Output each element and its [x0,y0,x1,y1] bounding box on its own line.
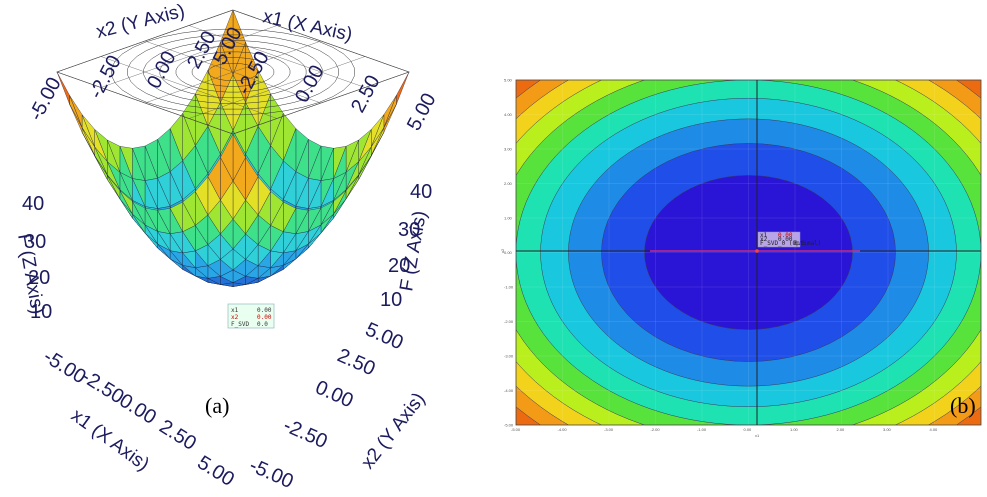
contour-grid [516,80,981,425]
contour-y-tick: -3.00 [504,354,514,359]
surface-z-tick-left-3: 40 [22,193,44,215]
surface-y-tick-back-1: -2.50 [85,52,126,103]
contour-y-tick: 5.00 [504,78,513,83]
surface-tooltip-key-0: x1 [231,307,239,314]
contour-tooltip-val-2: 0.0 [794,240,805,247]
surface-y-axis-label-front: x2 (Y Axis) [357,389,429,473]
surface-y-tick-front-4: 5.00 [362,318,407,354]
surface-facet [69,104,83,133]
contour-y-tick: 4.00 [504,112,513,117]
contour-y-tick: -2.00 [504,319,514,324]
surface-facet [131,200,146,225]
surface-tooltip-val-2: 0.0 [257,321,268,328]
surface-x-tick-back-1: 0.00 [291,62,329,107]
contour-y-tick: 2.00 [504,181,513,186]
contour-x-axis-label: x1 [755,433,760,438]
surface-panel: x1 0.00 x2 0.00 F_SVD 0.0 x2 (Y Axis) x1… [13,1,441,494]
surface-facet [195,176,209,215]
contour-y-tick: -1.00 [504,285,514,290]
surface-y-axis-label-back: x2 (Y Axis) [94,1,187,43]
surface-top-gridline [232,71,410,135]
surface-z-tick-right-3: 40 [410,181,432,203]
surface-tooltip-key-1: x2 [231,314,239,321]
surface-top-gridline [100,56,278,119]
contour-x-tick: -5.00 [511,427,521,432]
surface-top-gridline [56,71,234,135]
contour-tooltip-key-1: x2 [760,236,768,243]
surface-facet [182,191,196,226]
surface-z-tick-right-1: 20 [388,255,410,277]
surface-x-axis-label-back: x1 (X Axis) [261,6,354,45]
surface-tooltip-key-2: F_SVD [231,321,249,328]
surface-facet [157,208,171,234]
surface-facet [396,71,410,105]
contour-x-tick: 3.00 [883,427,892,432]
contour-x-tick: 2.00 [837,427,846,432]
surface-facet [107,175,121,199]
contour-x-tick: -2.00 [651,427,661,432]
contour-x-tick: 0.00 [744,427,753,432]
surface-facet [144,207,158,232]
surface-facet [220,133,234,181]
contour-x-tick: -1.00 [697,427,707,432]
contour-panel: -5.00 -4.00 -3.00 -2.00 -1.00 0.00 1.00 2.00 3.0… [500,78,982,438]
surface-facet [81,132,95,157]
surface-facet [119,190,133,215]
surface-tooltip: x1 0.00 x2 0.00 F_SVD 0.0 [227,303,275,329]
panel-label-b: (b) [950,393,976,418]
contour-y-tick: 3.00 [504,147,513,152]
surface-z-tick-left-0: 10 [30,301,52,323]
surface-tooltip-val-1: 0.00 [257,314,272,321]
contour-y-tick: 1.00 [504,216,513,221]
surface-y-tick-back-2: 0.00 [143,48,181,93]
contour-tooltip-val-1: 0.00 [778,236,793,243]
contour-ticks: -5.00 -4.00 -3.00 -2.00 -1.00 0.00 1.00 2.00 3.0… [504,78,938,433]
surface-z-tick-left-1: 20 [28,267,50,289]
contour-fills [516,80,981,425]
surface-top-gridline [188,56,366,119]
surface-tooltip-val-0: 0.00 [257,307,272,314]
surface-x-tick-front-3: 2.50 [155,416,200,455]
surface-z-tick-right-2: 30 [398,219,420,241]
surface-z-tick-right-0: 10 [380,289,402,311]
contour-y-tick: 0.00 [504,250,513,255]
contour-y-axis-label: x2 [500,248,505,253]
top-plane [56,9,410,135]
surface-y-tick-front-3: 2.50 [334,344,379,380]
contour-tooltip: x1 0.00 x2 0.00 F_SVD_0 (Optimal) 0.0 [757,231,821,248]
surface-y-tick-back-0: -5.00 [25,74,66,125]
contour-level-5 [644,175,853,330]
surface-facet [56,71,70,105]
contour-tooltip-key-0: x1 [760,232,768,239]
surface-top-gridline [144,40,322,104]
surface-facet [207,156,221,201]
contour-x-tick: 4.00 [930,427,939,432]
contour-x-tick: -4.00 [558,427,568,432]
contour-y-tick: -4.00 [504,388,514,393]
surface-y-tick-front-0: -5.00 [246,454,297,493]
panel-label-a: (a) [205,393,229,418]
surface-z-tick-left-2: 30 [24,231,46,253]
surface-y-tick-front-2: 0.00 [312,376,357,412]
surface-x-tick-back-2: 2.50 [347,72,385,117]
surface-facet [169,201,183,232]
contour-x-tick: 1.00 [790,427,799,432]
surface-facet [94,155,108,180]
surface-facet [345,175,359,199]
contour-optimum-point [755,249,759,253]
contour-y-tick: -5.00 [504,423,514,428]
contour-x-tick: -3.00 [604,427,614,432]
contour-tooltip-key-2: F_SVD_0 (Optimal) [760,240,821,247]
surface-x-tick-front-4: 5.00 [193,452,238,491]
contour-plot-frame [515,79,982,426]
surface-y-tick-front-1: -2.50 [280,414,331,453]
contour-tooltip-val-0: 0.00 [778,232,793,239]
surface-x-tick-back-3: 5.00 [403,90,441,135]
